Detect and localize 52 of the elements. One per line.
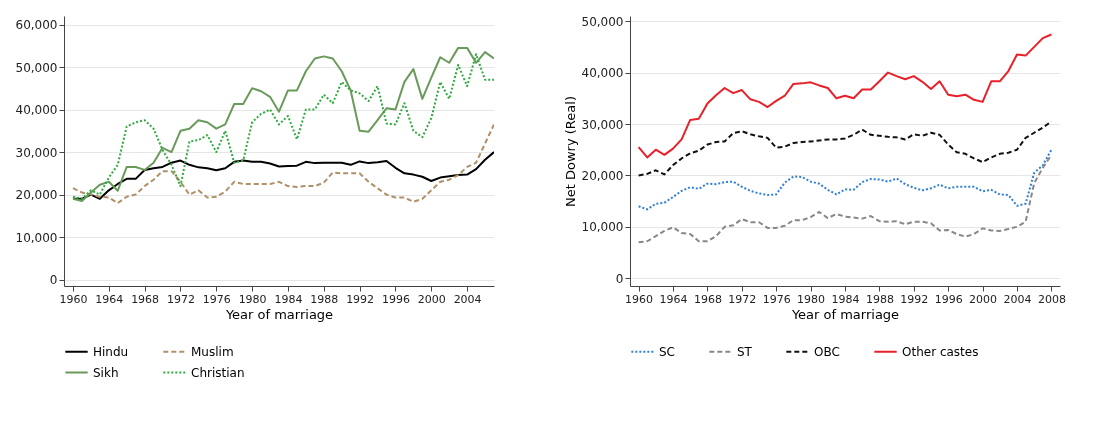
x-tick-label: 1980	[797, 292, 826, 306]
x-tick-label: 1964	[659, 292, 688, 306]
x-tick-label: 2004	[453, 292, 482, 306]
x-tick-label: 1988	[865, 292, 894, 306]
x-tick-label: 1992	[346, 292, 375, 306]
line-series	[637, 148, 1053, 211]
y-tick-label: 10,000	[581, 220, 624, 235]
x-tick-label: 1984	[831, 292, 860, 306]
x-tick-label: 1988	[310, 292, 339, 306]
y-tick-label: 50,000	[581, 14, 624, 29]
y-tick-label: 0	[49, 273, 58, 288]
x-tick-label: 1976	[762, 292, 791, 306]
x-tick-label: 1992	[900, 292, 929, 306]
x-tick-label: 1980	[238, 292, 267, 306]
legend-label: Christian	[191, 365, 245, 380]
x-tick-label: 2004	[1003, 292, 1032, 306]
legend-label: SC	[659, 344, 675, 359]
x-axis-title: Year of marriage	[790, 306, 900, 322]
x-tick-label: 1960	[625, 292, 654, 306]
legend-label: Sikh	[93, 365, 119, 380]
y-tick-label: 60,000	[15, 18, 58, 32]
legend-label: Muslim	[191, 344, 234, 359]
y-tick-label: 40,000	[15, 103, 58, 118]
legend-label: OBC	[814, 344, 840, 359]
y-tick-label: 40,000	[581, 66, 624, 81]
x-tick-label: 1968	[131, 292, 160, 306]
x-tick-label: 2000	[417, 292, 446, 306]
x-tick-label: 1996	[381, 292, 410, 306]
x-tick-label: 2000	[969, 292, 998, 306]
y-tick-label: 0	[615, 271, 624, 286]
x-tick-label: 1996	[934, 292, 963, 306]
x-tick-label: 1976	[202, 292, 231, 306]
y-axis-title: Net Dowry (Real)	[562, 96, 578, 207]
y-tick-label: 30,000	[15, 145, 58, 160]
line-series	[637, 33, 1053, 159]
x-tick-label: 1984	[274, 292, 303, 306]
x-axis-title: Year of marriage	[224, 306, 334, 322]
line-series	[71, 123, 494, 205]
x-tick-label: 1972	[728, 292, 757, 306]
legend-label: Other castes	[902, 344, 979, 359]
x-tick-label: 1968	[693, 292, 722, 306]
x-tick-label: 2008	[1037, 292, 1066, 306]
y-tick-label: 50,000	[15, 60, 58, 75]
legend-label: ST	[737, 344, 753, 359]
x-tick-label: 1960	[59, 292, 88, 306]
y-tick-label: 30,000	[581, 117, 624, 132]
y-tick-label: 20,000	[581, 168, 624, 183]
legend-label: Hindu	[93, 344, 129, 359]
x-tick-label: 1964	[95, 292, 124, 306]
x-tick-label: 1972	[166, 292, 195, 306]
y-tick-label: 20,000	[15, 188, 58, 203]
y-tick-label: 10,000	[15, 230, 58, 245]
